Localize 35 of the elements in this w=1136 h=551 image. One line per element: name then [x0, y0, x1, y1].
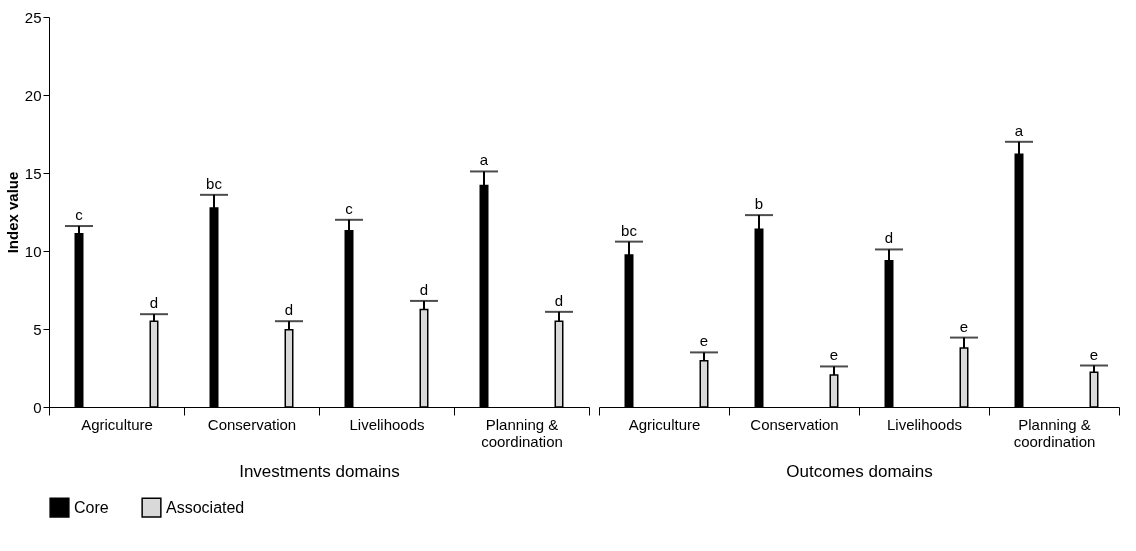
- x-tick-label: Livelihoods: [349, 415, 425, 433]
- data-label: b: [754, 195, 764, 213]
- data-label: c: [75, 206, 84, 224]
- x-tick-label: Agriculture: [628, 415, 701, 433]
- y-tick-label: 0: [33, 398, 42, 416]
- y-tick-label: 25: [24, 8, 42, 26]
- y-tick-label: 5: [33, 320, 42, 338]
- data-label: e: [1089, 345, 1099, 363]
- x-tick-label: Planning & coordination: [481, 415, 563, 450]
- data-label: d: [419, 280, 429, 298]
- y-axis-title: Index value: [3, 171, 21, 254]
- x-axis-title: Outcomes domains: [786, 461, 933, 481]
- legend-label: Core: [74, 498, 109, 516]
- data-label: e: [829, 346, 839, 364]
- y-tick-label: 10: [24, 242, 42, 260]
- data-label: a: [479, 151, 489, 169]
- x-tick-label: Planning & coordination: [1013, 415, 1096, 450]
- data-label: bc: [206, 174, 223, 192]
- x-tick-label: Conservation: [207, 415, 297, 433]
- x-axis-title: Investments domains: [239, 461, 400, 481]
- data-label: c: [345, 199, 354, 217]
- y-tick-label: 15: [24, 164, 42, 182]
- data-label: d: [284, 301, 294, 319]
- x-tick-label: Livelihoods: [886, 415, 963, 433]
- data-label: a: [1014, 121, 1024, 139]
- data-label: d: [149, 294, 159, 312]
- data-label: e: [699, 332, 709, 350]
- x-tick-label: Conservation: [750, 415, 839, 433]
- y-tick-label: 20: [24, 86, 42, 104]
- x-tick-label: Agriculture: [81, 415, 153, 433]
- data-label: e: [959, 317, 969, 335]
- data-label: d: [554, 291, 564, 309]
- data-label: bc: [621, 221, 638, 239]
- legend-label: Associated: [166, 498, 245, 516]
- data-label: d: [884, 229, 894, 247]
